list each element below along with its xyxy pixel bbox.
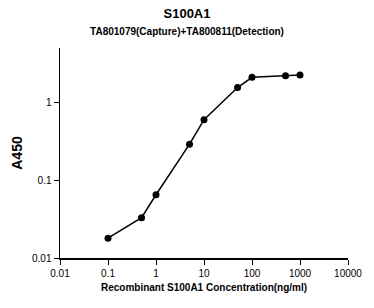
- svg-text:10000: 10000: [334, 268, 362, 279]
- svg-text:Recombinant S100A1 Concentrati: Recombinant S100A1 Concentration(ng/ml): [101, 282, 307, 293]
- svg-text:100: 100: [244, 268, 261, 279]
- svg-text:1: 1: [153, 268, 159, 279]
- svg-text:0.01: 0.01: [50, 268, 70, 279]
- svg-text:0.01: 0.01: [32, 253, 52, 264]
- svg-text:1: 1: [46, 97, 52, 108]
- svg-text:1000: 1000: [289, 268, 312, 279]
- svg-text:0.1: 0.1: [38, 175, 52, 186]
- svg-text:0.1: 0.1: [101, 268, 115, 279]
- svg-text:S100A1TA801079(Capture)+TA8008: S100A1TA801079(Capture)+TA800811(Detecti…: [90, 6, 284, 37]
- svg-text:A450: A450: [9, 136, 25, 170]
- svg-text:10: 10: [198, 268, 210, 279]
